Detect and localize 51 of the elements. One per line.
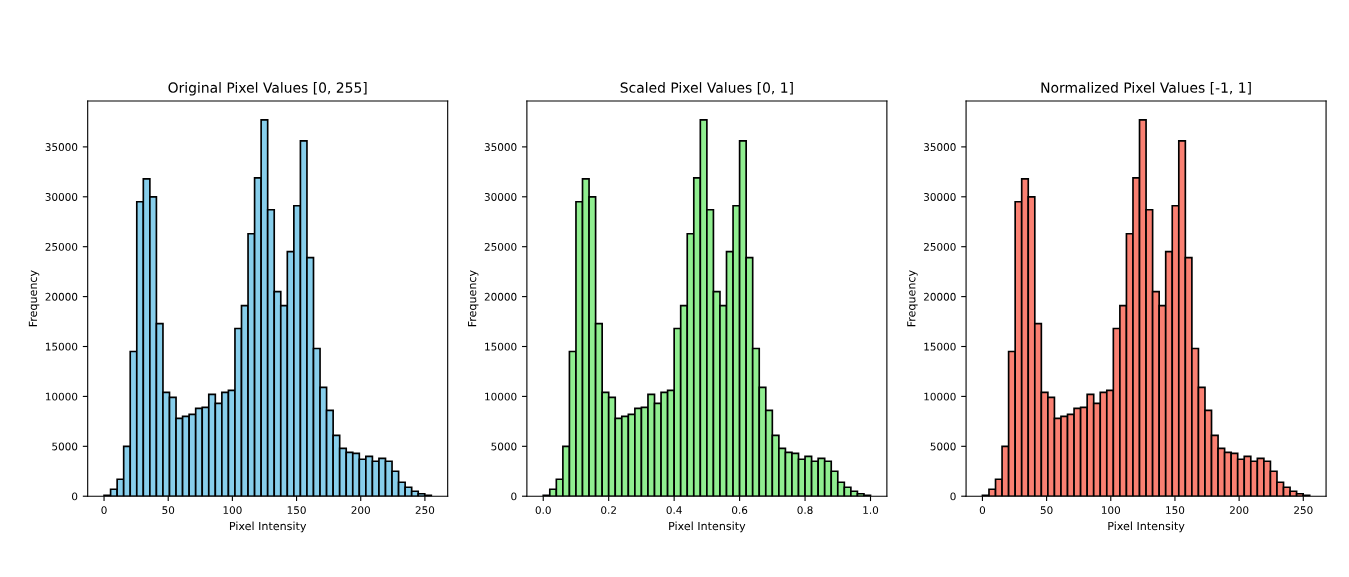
x-tick-label: 100 xyxy=(1101,506,1121,515)
x-axis-title: Pixel Intensity xyxy=(669,521,746,533)
x-tick-label: 250 xyxy=(415,506,435,515)
y-tick-label: 0 xyxy=(72,492,78,501)
y-tick-label: 15000 xyxy=(45,342,78,351)
chart-title: Normalized Pixel Values [-1, 1] xyxy=(1041,82,1251,95)
x-tick-label: 0.8 xyxy=(797,506,813,515)
x-tick-label: 200 xyxy=(1229,506,1249,515)
y-tick-label: 15000 xyxy=(924,342,956,351)
y-tick-label: 35000 xyxy=(924,143,956,151)
x-tick-label: 1.0 xyxy=(863,506,879,515)
y-axis-title: Frequency xyxy=(468,270,479,327)
y-tick-label: 15000 xyxy=(485,342,517,351)
x-tick-label: 0.0 xyxy=(535,506,551,515)
y-tick-label: 25000 xyxy=(923,242,956,251)
x-axis-title: Pixel Intensity xyxy=(229,521,307,533)
x-tick-label: 0.6 xyxy=(732,506,748,515)
y-tick-label: 10000 xyxy=(485,392,517,401)
y-tick-label: 20000 xyxy=(923,292,956,301)
x-tick-label: 50 xyxy=(162,506,175,515)
y-axis-title: Frequency xyxy=(907,270,918,327)
y-tick-label: 0 xyxy=(511,492,517,501)
y-tick-label: 35000 xyxy=(484,143,517,151)
x-tick-label: 150 xyxy=(287,506,306,515)
chart-title: Scaled Pixel Values [0, 1] xyxy=(620,82,793,95)
y-tick-label: 5000 xyxy=(930,442,956,451)
y-tick-label: 25000 xyxy=(484,242,517,251)
y-tick-label: 35000 xyxy=(45,143,78,151)
y-tick-label: 10000 xyxy=(924,392,956,401)
y-tick-label: 20000 xyxy=(45,292,78,301)
chart-title: Original Pixel Values [0, 255] xyxy=(168,82,367,96)
y-tick-label: 10000 xyxy=(45,392,78,401)
x-tick-label: 0 xyxy=(979,506,986,515)
x-tick-label: 200 xyxy=(351,506,370,515)
x-tick-label: 150 xyxy=(1166,506,1185,515)
x-tick-label: 0.2 xyxy=(601,506,616,515)
y-tick-label: 25000 xyxy=(45,242,78,251)
y-tick-label: 0 xyxy=(950,492,956,501)
y-axis-title: Frequency xyxy=(28,270,40,327)
x-tick-label: 0 xyxy=(101,506,107,515)
y-tick-label: 30000 xyxy=(924,193,956,201)
x-tick-label: 0.4 xyxy=(666,506,682,515)
x-tick-label: 100 xyxy=(223,506,242,515)
y-tick-label: 5000 xyxy=(491,442,517,451)
x-tick-label: 50 xyxy=(1040,506,1053,515)
x-tick-label: 250 xyxy=(1294,506,1313,515)
y-tick-label: 30000 xyxy=(484,193,517,201)
y-tick-label: 5000 xyxy=(52,442,78,451)
x-axis-title: Pixel Intensity xyxy=(1108,521,1185,533)
y-tick-label: 30000 xyxy=(45,193,78,201)
y-tick-label: 20000 xyxy=(484,292,517,301)
